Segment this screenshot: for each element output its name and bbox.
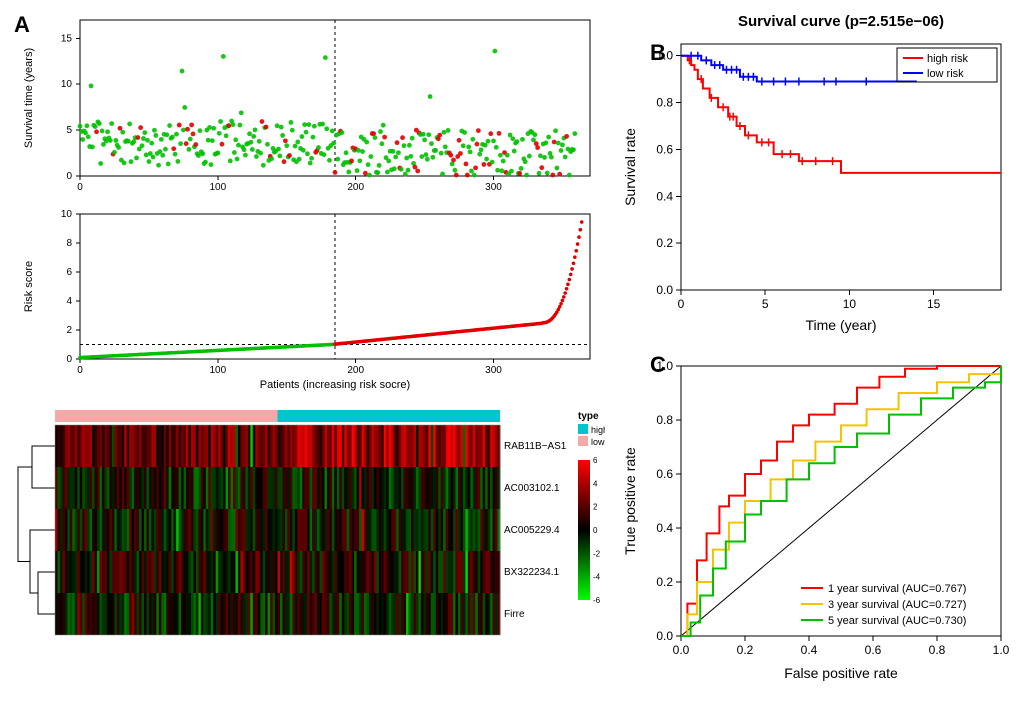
svg-text:-6: -6 (593, 596, 601, 605)
svg-text:200: 200 (347, 182, 364, 193)
svg-text:300: 300 (485, 365, 502, 376)
svg-text:0.2: 0.2 (656, 575, 673, 589)
panel-a-scatter: A 0 100 200 300 0 5 10 15 Survival time (years) (10, 10, 605, 196)
panel-b-svg: Survival curve (p=2.515e−06) 0 5 10 15 0.0 0.2… (615, 10, 1015, 340)
svg-text:10: 10 (843, 297, 857, 311)
svg-text:0: 0 (77, 182, 83, 193)
svg-text:low risk: low risk (927, 68, 964, 80)
svg-text:Survival rate: Survival rate (622, 128, 638, 206)
svg-text:0.8: 0.8 (929, 643, 946, 657)
svg-text:Risk score: Risk score (23, 261, 35, 312)
svg-text:8: 8 (66, 238, 72, 249)
svg-text:0: 0 (678, 297, 685, 311)
svg-text:0.6: 0.6 (656, 142, 673, 156)
panel-a-riskscore: 0 100 200 300 0 2 4 6 8 10 Risk score Patients (inc… (10, 204, 605, 394)
panel-a-riskscore-svg: 0 100 200 300 0 2 4 6 8 10 Risk score Patients (inc… (10, 204, 605, 394)
svg-text:15: 15 (927, 297, 941, 311)
svg-text:Patients (increasing risk socr: Patients (increasing risk socre) (260, 379, 410, 391)
svg-text:4: 4 (593, 479, 598, 488)
svg-text:0.2: 0.2 (737, 643, 754, 657)
svg-text:0.4: 0.4 (801, 643, 818, 657)
svg-text:Survival curve (p=2.515e−06): Survival curve (p=2.515e−06) (738, 13, 944, 30)
svg-text:0.0: 0.0 (673, 643, 690, 657)
svg-text:5: 5 (66, 125, 72, 136)
panel-c-label: C (650, 352, 666, 378)
svg-text:RAB11B−AS1: RAB11B−AS1 (504, 441, 567, 452)
svg-text:15: 15 (61, 33, 73, 44)
svg-text:0: 0 (66, 354, 72, 365)
svg-text:3 year survival (AUC=0.727): 3 year survival (AUC=0.727) (828, 599, 966, 611)
svg-text:high: high (591, 425, 605, 435)
panel-c-svg: 0.00.20.40.60.81.00.00.20.40.60.81.0Fals… (615, 350, 1015, 690)
svg-text:1.0: 1.0 (993, 643, 1010, 657)
svg-text:4: 4 (66, 296, 72, 307)
panel-a-column: A 0100200300051015Survival time (years) … (10, 10, 605, 693)
svg-text:0.4: 0.4 (656, 189, 673, 203)
svg-text:300: 300 (485, 182, 502, 193)
svg-text:0.6: 0.6 (865, 643, 882, 657)
svg-text:100: 100 (209, 365, 226, 376)
svg-text:Survival time (years): Survival time (years) (23, 48, 35, 148)
svg-text:-2: -2 (593, 549, 601, 558)
svg-text:0.6: 0.6 (656, 467, 673, 481)
svg-text:type: type (578, 411, 599, 422)
svg-text:AC005229.4: AC005229.4 (504, 525, 560, 536)
svg-text:True positive rate: True positive rate (622, 447, 638, 555)
panel-a-scatter-svg: 0 100 200 300 0 5 10 15 Survival time (years) (10, 10, 605, 196)
svg-text:2: 2 (66, 325, 72, 336)
svg-text:Time (year): Time (year) (805, 317, 876, 333)
svg-text:0.4: 0.4 (656, 521, 673, 535)
panel-b-label: B (650, 40, 666, 66)
svg-text:6: 6 (66, 267, 72, 278)
svg-text:0.0: 0.0 (656, 629, 673, 643)
svg-text:5 year survival (AUC=0.730): 5 year survival (AUC=0.730) (828, 615, 966, 627)
svg-text:AC003102.1: AC003102.1 (504, 483, 560, 494)
svg-text:0.0: 0.0 (656, 283, 673, 297)
svg-text:high risk: high risk (927, 53, 968, 65)
svg-text:low: low (591, 437, 605, 447)
panel-b: Survival curve (p=2.515e−06) 0 5 10 15 0.0 0.2… (615, 10, 1015, 340)
figure: A 0100200300051015Survival time (years) … (10, 10, 1010, 693)
svg-text:1 year survival (AUC=0.767): 1 year survival (AUC=0.767) (828, 583, 966, 595)
svg-text:2: 2 (593, 503, 598, 512)
svg-text:5: 5 (762, 297, 769, 311)
svg-text:0.8: 0.8 (656, 413, 673, 427)
svg-text:0.8: 0.8 (656, 96, 673, 110)
right-column: Survival curve (p=2.515e−06) 0 5 10 15 0.0 0.2… (615, 10, 1015, 693)
svg-text:10: 10 (61, 79, 73, 90)
svg-text:0.2: 0.2 (656, 236, 673, 250)
svg-text:Firre: Firre (504, 609, 525, 620)
svg-text:-4: -4 (593, 573, 601, 582)
svg-text:100: 100 (209, 182, 226, 193)
svg-text:BX322234.1: BX322234.1 (504, 567, 559, 578)
svg-text:0: 0 (593, 526, 598, 535)
svg-text:0: 0 (77, 365, 83, 376)
svg-text:False positive rate: False positive rate (784, 665, 898, 681)
svg-text:6: 6 (593, 456, 598, 465)
svg-text:0: 0 (66, 171, 72, 182)
panel-a-label: A (14, 12, 30, 38)
panel-a-heatmap: RAB11B−AS1 AC003102.1 AC005229.4 BX322234.1… (10, 402, 605, 682)
svg-text:200: 200 (347, 365, 364, 376)
panel-c: 0.00.20.40.60.81.00.00.20.40.60.81.0Fals… (615, 350, 1015, 690)
svg-text:10: 10 (61, 209, 73, 220)
panel-a-heatmap-svg: RAB11B−AS1 AC003102.1 AC005229.4 BX322234.1… (10, 402, 605, 682)
